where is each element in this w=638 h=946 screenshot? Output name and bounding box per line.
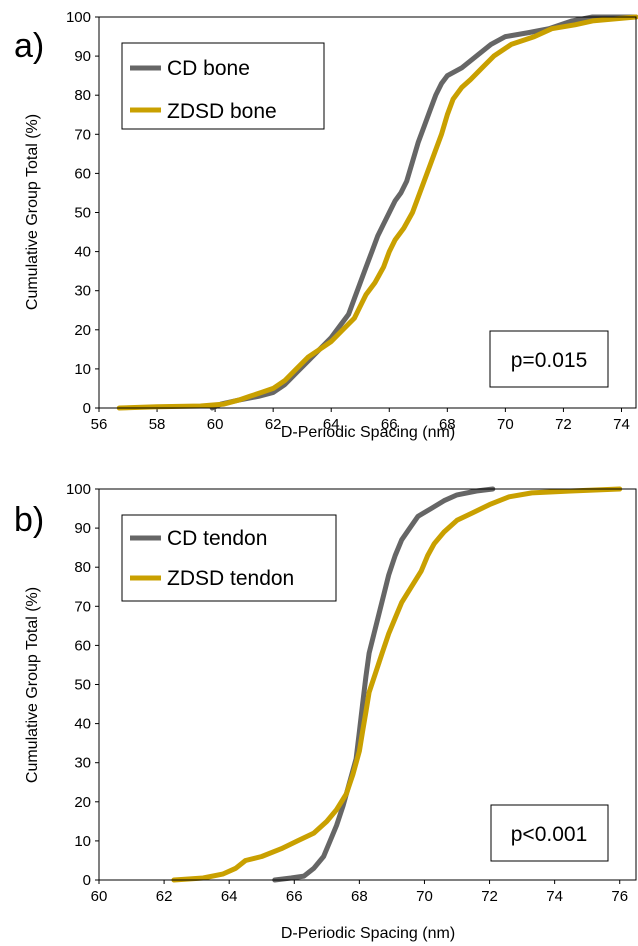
p-value-text: p=0.015 (511, 349, 588, 372)
y-tick-label: 80 (74, 87, 91, 104)
x-tick-label: 70 (497, 416, 514, 433)
panel-a-x-ticks: 56 58 60 62 64 66 68 70 72 74 (91, 408, 630, 433)
x-tick-label: 68 (439, 416, 456, 433)
y-tick-label: 20 (74, 322, 91, 339)
panel-b-series (171, 486, 623, 883)
y-tick-label: 50 (74, 677, 91, 694)
legend-label-zdsd-tendon: ZDSD tendon (167, 567, 294, 590)
x-tick-label: 74 (546, 888, 563, 905)
legend-box (121, 514, 337, 602)
legend-label-zdsd-bone: ZDSD bone (167, 100, 277, 123)
y-tick-label: 10 (74, 833, 91, 850)
panel-a-label: a) (14, 27, 44, 65)
panel-a-series (116, 14, 638, 411)
y-tick-label: 0 (83, 872, 91, 889)
legend-label-cd-bone: CD bone (167, 57, 250, 80)
x-tick-label: 60 (91, 888, 108, 905)
panel-b-annotation: p<0.001 (490, 804, 609, 862)
y-tick-label: 90 (74, 48, 91, 65)
y-tick-label: 10 (74, 361, 91, 378)
x-tick-label: 66 (381, 416, 398, 433)
p-value-box (489, 330, 609, 388)
panel-a: a) D-Periodic Spacing (nm) Cumulative Gr… (14, 9, 638, 441)
y-tick-label: 40 (74, 244, 91, 261)
y-tick-label: 0 (83, 400, 91, 417)
panel-b-x-axis-label: D-Periodic Spacing (nm) (281, 925, 455, 942)
p-value-box (490, 804, 609, 862)
x-tick-label: 64 (221, 888, 238, 905)
y-tick-label: 80 (74, 559, 91, 576)
x-tick-label: 58 (149, 416, 166, 433)
x-tick-label: 70 (416, 888, 433, 905)
x-tick-label: 60 (207, 416, 224, 433)
panel-b-label: b) (14, 501, 44, 539)
y-tick-label: 30 (74, 283, 91, 300)
cd-tendon-line (272, 486, 496, 883)
x-tick-label: 68 (351, 888, 368, 905)
x-tick-label: 56 (91, 416, 108, 433)
y-tick-label: 50 (74, 205, 91, 222)
cd-bone-line (209, 14, 638, 411)
x-tick-label: 74 (613, 416, 630, 433)
zdsd-tendon-line (171, 486, 623, 883)
panel-a-plot-frame (98, 16, 637, 409)
panel-b: b) D-Periodic Spacing (nm) Cumulative Gr… (14, 481, 637, 942)
panel-a-y-ticks: 0 10 20 30 40 50 60 70 80 90 100 (66, 9, 99, 417)
panel-a-y-axis-label: Cumulative Group Total (%) (24, 114, 41, 310)
y-tick-label: 40 (74, 716, 91, 733)
x-tick-label: 62 (156, 888, 173, 905)
panel-b-x-ticks: 60 62 64 66 68 70 72 74 76 (91, 880, 628, 905)
x-tick-label: 72 (555, 416, 572, 433)
x-tick-label: 72 (481, 888, 498, 905)
x-tick-label: 62 (265, 416, 282, 433)
y-tick-label: 100 (66, 9, 91, 26)
panel-a-x-axis-label: D-Periodic Spacing (nm) (281, 424, 455, 441)
p-value-text: p<0.001 (511, 823, 588, 846)
panel-a-legend: CD bone ZDSD bone (121, 42, 325, 130)
legend-box (121, 42, 325, 130)
panel-b-plot-frame (98, 488, 637, 881)
y-tick-label: 100 (66, 481, 91, 498)
y-tick-label: 30 (74, 755, 91, 772)
x-tick-label: 64 (323, 416, 340, 433)
y-tick-label: 70 (74, 126, 91, 143)
panel-b-legend: CD tendon ZDSD tendon (121, 514, 337, 602)
x-tick-label: 66 (286, 888, 303, 905)
legend-label-cd-tendon: CD tendon (167, 527, 267, 550)
y-tick-label: 90 (74, 520, 91, 537)
x-tick-label: 76 (611, 888, 628, 905)
y-tick-label: 20 (74, 794, 91, 811)
panel-b-y-ticks: 0 10 20 30 40 50 60 70 80 90 100 (66, 481, 99, 889)
y-tick-label: 60 (74, 165, 91, 182)
zdsd-bone-line (116, 14, 638, 411)
panel-b-y-axis-label: Cumulative Group Total (%) (24, 587, 41, 783)
y-tick-label: 70 (74, 598, 91, 615)
y-tick-label: 60 (74, 637, 91, 654)
panel-a-annotation: p=0.015 (489, 330, 609, 388)
